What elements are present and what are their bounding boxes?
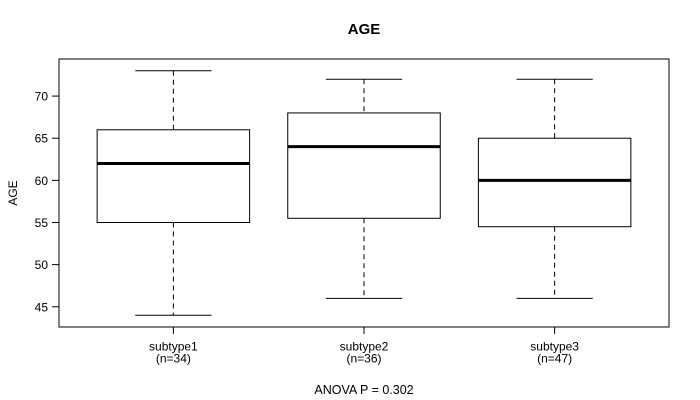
x-group-label: subtype1: [149, 340, 198, 354]
y-axis-tick-label: 45: [35, 300, 49, 314]
y-axis-tick-label: 65: [35, 132, 49, 146]
x-group-count: (n=34): [156, 352, 191, 366]
x-group-count: (n=36): [346, 352, 381, 366]
y-axis-tick-label: 55: [35, 216, 49, 230]
x-group-label: subtype3: [530, 340, 579, 354]
y-axis-tick-label: 50: [35, 258, 49, 272]
chart-title: AGE: [347, 21, 381, 38]
x-group-count: (n=47): [537, 352, 572, 366]
y-axis-tick-label: 70: [35, 90, 49, 104]
y-axis-tick-label: 60: [35, 174, 49, 188]
iqr-box: [287, 112, 441, 219]
iqr-box: [477, 137, 632, 228]
iqr-box: [96, 129, 251, 223]
anova-p-value-text: ANOVA P = 0.302: [314, 383, 414, 397]
x-group-label: subtype2: [340, 340, 389, 354]
